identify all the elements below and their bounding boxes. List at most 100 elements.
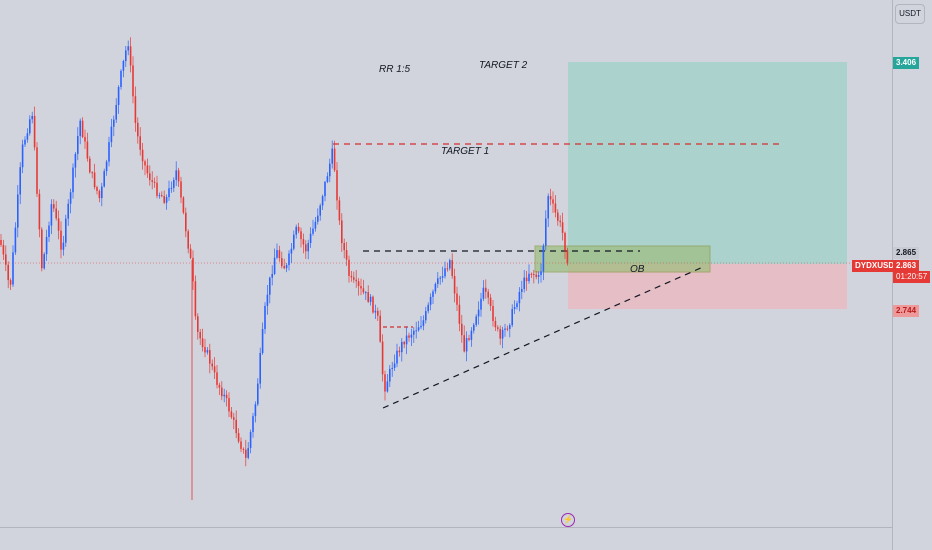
candle-body xyxy=(67,203,69,219)
candle-body xyxy=(276,250,278,258)
candle-body xyxy=(326,176,329,182)
candle-body xyxy=(264,305,266,330)
candle-body xyxy=(341,220,343,244)
candle-body xyxy=(422,320,425,326)
candle-body xyxy=(285,265,288,269)
candle-body xyxy=(129,46,132,66)
entry-price-label: 2.865 xyxy=(893,247,920,259)
candle-body xyxy=(405,335,408,345)
candle-body xyxy=(192,257,194,282)
candle-body xyxy=(417,327,420,331)
candle-body xyxy=(549,196,552,200)
candle-body xyxy=(312,228,314,234)
candle-body xyxy=(257,383,259,405)
candle-body xyxy=(134,96,137,123)
candle-body xyxy=(446,268,449,270)
candle-body xyxy=(434,283,437,292)
candle-body xyxy=(403,341,405,345)
candle-body xyxy=(84,136,86,142)
candle-body xyxy=(223,394,225,397)
candle-body xyxy=(564,232,566,251)
candle-body xyxy=(437,278,439,284)
candle-body xyxy=(497,327,499,329)
candle-body xyxy=(197,316,199,333)
candle-body xyxy=(345,250,348,260)
candle-body xyxy=(211,363,213,367)
candle-body xyxy=(557,212,559,221)
candle-body xyxy=(2,244,5,255)
candle-body xyxy=(449,260,451,269)
candle-body xyxy=(540,271,542,276)
countdown-label: 01:20:57 xyxy=(893,271,931,283)
candle-body xyxy=(69,192,72,204)
candle-body xyxy=(295,226,297,235)
candle-body xyxy=(408,335,410,338)
candle-body xyxy=(45,236,48,255)
candle-body xyxy=(302,239,305,245)
candle-body xyxy=(187,231,189,249)
price-chart[interactable] xyxy=(0,0,892,527)
candle-body xyxy=(278,250,281,259)
candle-body xyxy=(9,280,12,285)
candle-body xyxy=(189,248,192,258)
candle-body xyxy=(137,122,139,137)
candle-body xyxy=(398,350,401,353)
candle-body xyxy=(21,144,24,168)
candle-body xyxy=(158,195,161,197)
rr-annotation: RR 1:5 xyxy=(379,64,411,75)
candle-body xyxy=(384,374,386,392)
candle-body xyxy=(350,275,353,278)
candle-body xyxy=(5,254,7,265)
candle-body xyxy=(204,347,206,353)
candle-body xyxy=(53,204,55,209)
candle-body xyxy=(475,316,477,325)
candle-body xyxy=(281,258,283,267)
candle-body xyxy=(530,273,533,275)
candle-body xyxy=(139,136,141,150)
candle-body xyxy=(561,222,564,233)
candle-body xyxy=(456,293,458,305)
candle-body xyxy=(441,276,444,278)
lightning-icon[interactable]: ⚡ xyxy=(561,513,575,527)
candle-body xyxy=(343,243,345,251)
candle-body xyxy=(463,335,465,352)
stop-price-label: 2.744 xyxy=(893,305,920,317)
candle-body xyxy=(65,218,67,243)
candle-body xyxy=(31,115,33,120)
profit-zone xyxy=(568,62,847,264)
candle-body xyxy=(206,350,209,353)
candle-body xyxy=(153,181,156,183)
candle-body xyxy=(489,297,492,306)
candle-body xyxy=(33,115,36,148)
candle-body xyxy=(533,273,535,275)
candle-body xyxy=(110,126,113,143)
candle-body xyxy=(26,133,29,140)
candle-body xyxy=(108,142,110,162)
candle-body xyxy=(235,419,237,434)
candle-body xyxy=(499,328,501,339)
candle-body xyxy=(386,381,389,392)
candle-body xyxy=(149,173,151,181)
currency-button[interactable]: USDT xyxy=(895,4,925,24)
candle-body xyxy=(521,289,523,292)
candle-body xyxy=(458,304,461,324)
candle-body xyxy=(252,416,254,433)
candle-body xyxy=(525,277,528,282)
price-axis[interactable] xyxy=(892,0,932,550)
candle-body xyxy=(93,172,96,188)
candle-body xyxy=(273,257,276,274)
candle-body xyxy=(377,310,379,316)
candle-body xyxy=(501,329,504,339)
candle-body xyxy=(333,148,336,171)
candle-body xyxy=(218,384,221,388)
candle-body xyxy=(165,197,168,203)
candle-body xyxy=(125,50,127,62)
candle-body xyxy=(96,187,98,191)
candle-body xyxy=(336,170,338,201)
candle-body xyxy=(201,338,204,348)
symbol-label: DYDXUSDT xyxy=(852,260,903,272)
candles xyxy=(0,37,569,500)
candle-body xyxy=(225,394,228,399)
candle-body xyxy=(168,188,170,198)
